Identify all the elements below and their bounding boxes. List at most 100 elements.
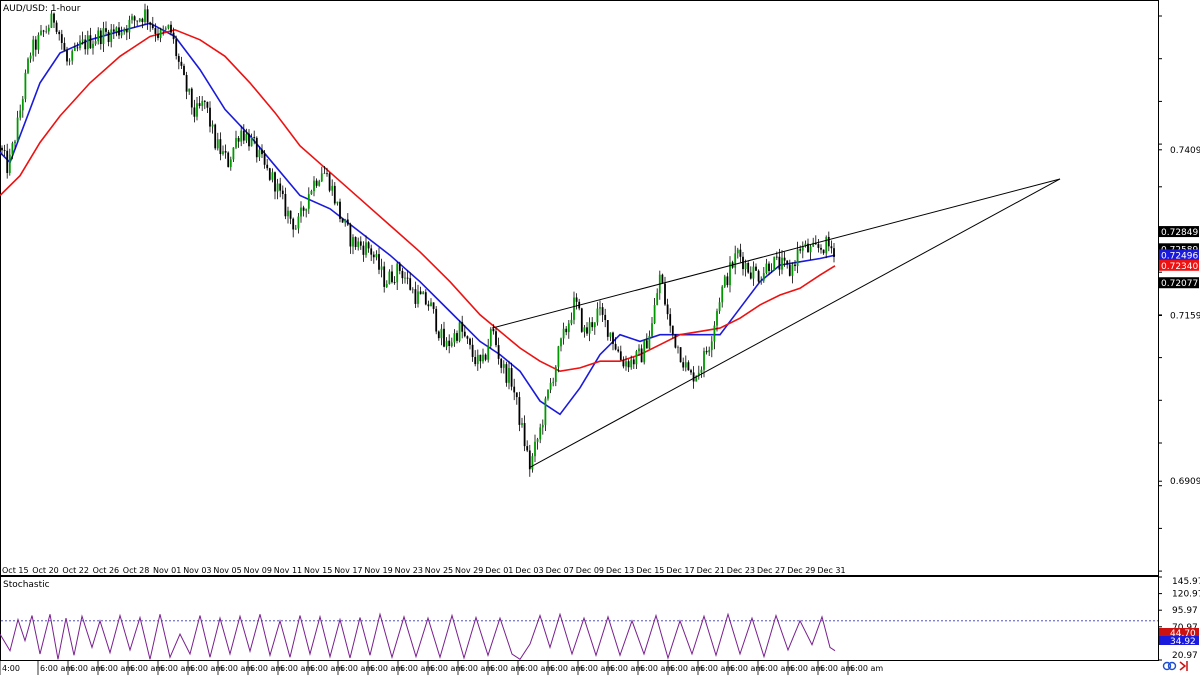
candle-body <box>744 263 747 270</box>
candle <box>531 453 534 473</box>
candle <box>435 306 438 335</box>
candle-body <box>718 302 721 311</box>
candle-body <box>372 254 375 258</box>
candle <box>783 251 786 267</box>
time-label: 6:00 am <box>190 664 223 673</box>
price-pane-frame <box>0 0 1159 576</box>
candle <box>99 27 102 50</box>
candle-body <box>328 173 331 191</box>
candle <box>331 179 334 196</box>
candle-body <box>346 219 349 225</box>
upper-trendline[interactable] <box>491 178 1061 329</box>
candle-body <box>159 30 162 38</box>
candle <box>682 357 685 371</box>
date-label: Nov 09 <box>244 566 272 575</box>
date-label: Dec 17 <box>666 566 694 575</box>
candle <box>539 423 542 444</box>
candle-body <box>544 398 547 425</box>
candle-body <box>92 43 94 49</box>
candle-body <box>822 249 825 254</box>
candle <box>339 198 341 223</box>
candle-body <box>723 276 726 287</box>
candle-body <box>287 210 289 217</box>
candle <box>162 25 165 36</box>
candle <box>791 262 794 284</box>
candle-body <box>799 249 802 251</box>
candle <box>211 120 214 134</box>
scroll-to-end-icon[interactable] <box>1179 661 1188 671</box>
wedge-trendlines <box>491 178 1061 468</box>
candle <box>760 276 763 285</box>
candle-body <box>354 237 357 247</box>
candle-body <box>138 18 141 22</box>
candle-body <box>669 314 672 326</box>
time-label: 6:00 am <box>220 664 253 673</box>
candle-body <box>391 271 393 283</box>
candle <box>164 26 167 31</box>
candle-body <box>237 137 240 142</box>
candle-body <box>531 456 534 470</box>
candle-body <box>289 210 292 219</box>
lower-trendline[interactable] <box>529 178 1061 468</box>
candle-body <box>820 247 822 250</box>
price-label: 0.72496 <box>1159 249 1199 261</box>
candle <box>8 148 11 176</box>
candle-body <box>352 237 354 247</box>
candle <box>328 172 331 193</box>
candle-body <box>456 333 458 341</box>
candle-body <box>34 39 37 50</box>
candle <box>656 288 659 306</box>
price-label-bg <box>1159 249 1199 261</box>
candle <box>183 63 185 76</box>
candle <box>323 166 326 175</box>
candle <box>489 327 492 349</box>
candle <box>346 213 349 227</box>
link-icon[interactable] <box>1162 661 1177 671</box>
chart-title: AUD/USD: 1-hour <box>3 4 81 14</box>
candle <box>747 260 750 274</box>
candle-body <box>105 28 107 32</box>
candle-body <box>229 159 232 167</box>
candle-body <box>133 16 136 21</box>
candle-body <box>440 328 443 339</box>
candle <box>653 297 656 325</box>
time-label: 6:00 am <box>460 664 493 673</box>
candle <box>53 12 55 28</box>
stoch-value-bg <box>1159 628 1199 637</box>
candle <box>229 156 232 171</box>
candle-body <box>510 368 513 387</box>
time-axis[interactable]: Oct 15 Oct 20 Oct 22 Oct 26 Oct 28 Nov 01 Nov … <box>0 566 1158 675</box>
candle-body <box>521 423 523 425</box>
candle <box>739 243 742 263</box>
candle-body <box>79 40 81 49</box>
time-label: 6:00 am <box>550 664 583 673</box>
candle <box>812 237 815 248</box>
candle <box>359 236 362 250</box>
time-label: 6:00 am <box>790 664 823 673</box>
candle-body <box>523 423 526 447</box>
candle <box>690 368 692 375</box>
time-label: 6:00 am <box>100 664 133 673</box>
candle <box>203 100 206 110</box>
candle <box>736 247 739 259</box>
candle <box>227 151 230 168</box>
date-label: Nov 17 <box>334 566 362 575</box>
candle-body <box>261 149 263 155</box>
candle-body <box>781 257 783 270</box>
candle-body <box>102 28 105 45</box>
candle <box>27 57 29 75</box>
candle-body <box>471 344 474 357</box>
candle <box>521 417 523 428</box>
candle <box>430 298 432 307</box>
candle <box>185 71 188 100</box>
candle <box>40 24 42 36</box>
candle-body <box>664 283 666 305</box>
candle <box>149 21 152 32</box>
candle-body <box>500 358 503 368</box>
